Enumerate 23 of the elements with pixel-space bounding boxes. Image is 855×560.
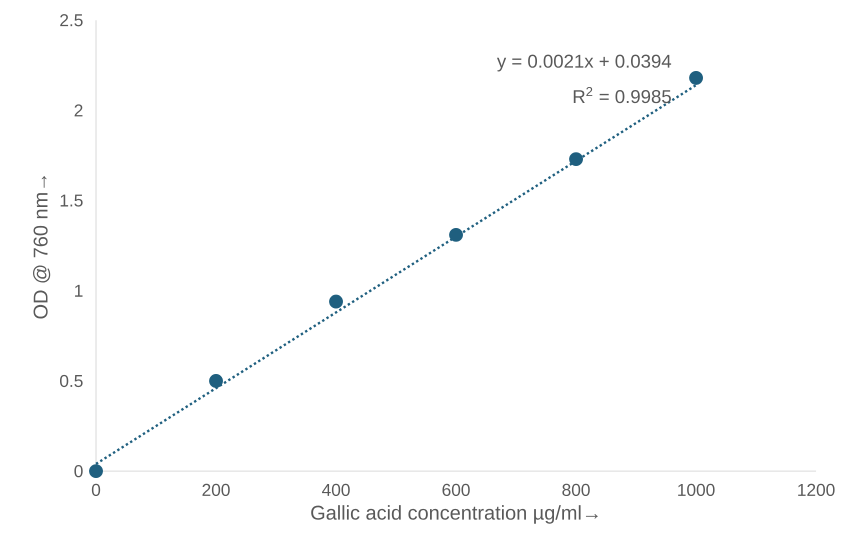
x-tick-label: 600	[442, 484, 470, 496]
x-tick-label: 800	[562, 484, 590, 496]
x-tick-label: 200	[202, 484, 230, 496]
x-tick-label: 1200	[798, 484, 835, 496]
y-tick-label: 1.5	[60, 194, 83, 207]
y-tick-label: 2	[74, 104, 82, 116]
x-tick-label: 0	[92, 484, 100, 496]
point	[89, 464, 103, 478]
y-axis-title: OD @ 760 nm→	[33, 176, 50, 318]
x-tick-label: 1000	[678, 484, 715, 496]
point	[209, 374, 223, 388]
y-tick-label: 2.5	[60, 14, 83, 26]
annotation: y = 0.0021x + 0.0394	[496, 54, 672, 72]
x-axis-title: Gallic acid concentration µg/ml→	[311, 505, 598, 524]
annotation: R$^{2}$ = 0.9985	[574, 86, 671, 104]
y-tick-label: 1	[75, 284, 83, 297]
point	[449, 228, 463, 242]
point	[689, 70, 703, 85]
y-tick-label: 0	[74, 464, 83, 478]
point	[569, 152, 583, 166]
x-tick-label: 400	[322, 484, 350, 496]
point	[329, 294, 343, 308]
y-tick-label: 0.5	[60, 374, 83, 387]
